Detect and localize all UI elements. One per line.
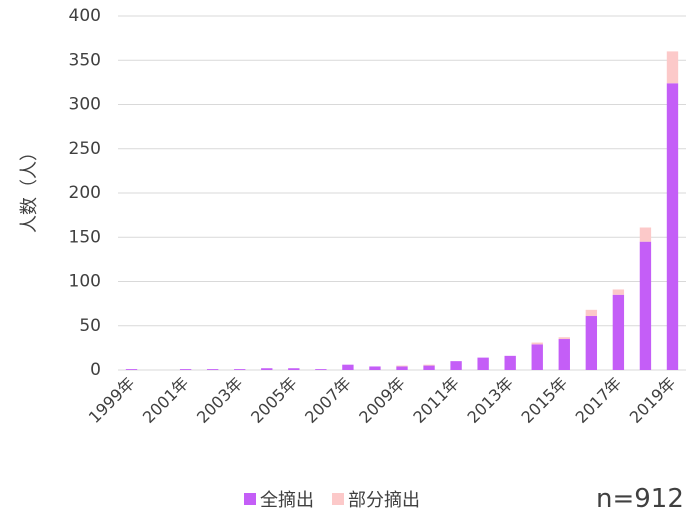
bar-full-extraction <box>450 361 462 370</box>
x-tick-label: 2001年 <box>139 373 193 427</box>
y-tick-label: 50 <box>79 316 101 336</box>
bar-partial-extraction <box>639 227 652 242</box>
bar-partial-extraction <box>531 342 543 345</box>
legend-label-partial: 部分摘出 <box>348 490 420 511</box>
y-tick-label: 300 <box>69 95 101 115</box>
bar-full-extraction <box>504 355 516 370</box>
x-tick-label: 2005年 <box>247 373 301 427</box>
bar-full-extraction <box>396 366 408 370</box>
bar-full-extraction <box>342 364 354 370</box>
y-tick-label: 250 <box>69 139 101 159</box>
bar-full-extraction <box>666 83 679 370</box>
gridlines <box>118 15 686 371</box>
bar-partial-extraction <box>612 289 625 295</box>
legend-swatch-full <box>244 493 256 505</box>
bar-full-extraction <box>234 369 246 370</box>
y-tick-labels: 0 50 100 150 200 250 300 350 400 <box>69 6 101 380</box>
bar-full-extraction <box>612 294 625 370</box>
y-axis-label: 人数（人） <box>19 143 40 233</box>
x-tick-label: 2017年 <box>572 373 626 427</box>
bar-full-extraction <box>261 368 273 370</box>
x-tick-label: 2009年 <box>355 373 409 427</box>
legend-swatch-partial <box>332 493 344 505</box>
bar-partial-extraction <box>396 365 408 367</box>
y-tick-label: 400 <box>69 6 101 26</box>
bar-full-extraction <box>179 369 192 370</box>
bar-partial-extraction <box>558 337 570 340</box>
y-tick-label: 0 <box>90 360 101 380</box>
legend-label-full: 全摘出 <box>260 490 314 511</box>
x-tick-label: 2015年 <box>518 373 572 427</box>
bar-full-extraction <box>477 357 489 370</box>
x-tick-labels: 1999年 2001年 2003年 2005年 2007年 2009年 2011年 2013年… <box>85 373 680 427</box>
bar-partial-extraction <box>423 364 435 366</box>
x-tick-label: 2003年 <box>193 373 247 427</box>
bar-full-extraction <box>639 241 652 370</box>
sample-size-note: n=912 <box>596 484 684 514</box>
bars <box>125 51 679 370</box>
bar-full-extraction <box>531 344 543 370</box>
y-tick-label: 200 <box>69 183 101 203</box>
legend-item-full: 全摘出 <box>244 486 314 512</box>
y-tick-label: 150 <box>69 227 101 247</box>
bar-full-extraction <box>206 369 219 370</box>
bar-full-extraction <box>423 365 435 370</box>
x-tick-label: 2007年 <box>301 373 355 427</box>
bar-full-extraction <box>288 368 300 370</box>
legend-item-partial: 部分摘出 <box>332 486 420 512</box>
bar-full-extraction <box>125 369 138 370</box>
bar-partial-extraction <box>666 51 679 84</box>
legend: 全摘出 部分摘出 <box>244 486 438 512</box>
y-tick-label: 350 <box>69 50 101 70</box>
bar-full-extraction <box>315 369 327 370</box>
x-tick-label: 2013年 <box>463 373 517 427</box>
x-tick-label: 1999年 <box>85 373 139 427</box>
bar-full-extraction <box>558 339 570 370</box>
bar-full-extraction <box>585 316 598 370</box>
y-tick-label: 100 <box>69 272 101 292</box>
bar-full-extraction <box>369 366 381 370</box>
bar-partial-extraction <box>585 309 598 317</box>
x-tick-label: 2019年 <box>626 373 680 427</box>
x-tick-label: 2011年 <box>409 373 463 427</box>
